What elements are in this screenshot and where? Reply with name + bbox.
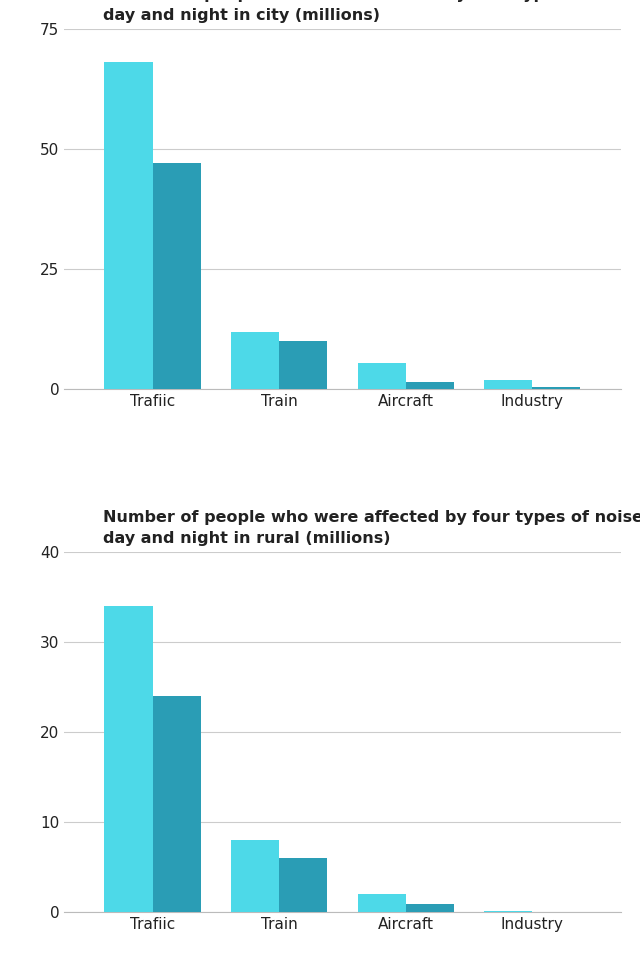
Bar [406, 904, 454, 912]
Text: Number of people who were affected by four types of noise pollution in
day and n: Number of people who were affected by fo… [103, 0, 640, 23]
Bar [279, 858, 327, 912]
Bar [104, 606, 152, 912]
Bar [231, 840, 279, 912]
Bar [152, 163, 201, 390]
Bar [358, 894, 406, 912]
Bar [152, 696, 201, 912]
Bar [532, 387, 580, 390]
Bar [104, 62, 152, 390]
Bar [484, 379, 532, 390]
Text: Number of people who were affected by four types of noise pollution in
day and n: Number of people who were affected by fo… [103, 510, 640, 546]
Bar [358, 363, 406, 390]
Bar [406, 382, 454, 390]
Bar [279, 341, 327, 390]
Bar [231, 331, 279, 390]
